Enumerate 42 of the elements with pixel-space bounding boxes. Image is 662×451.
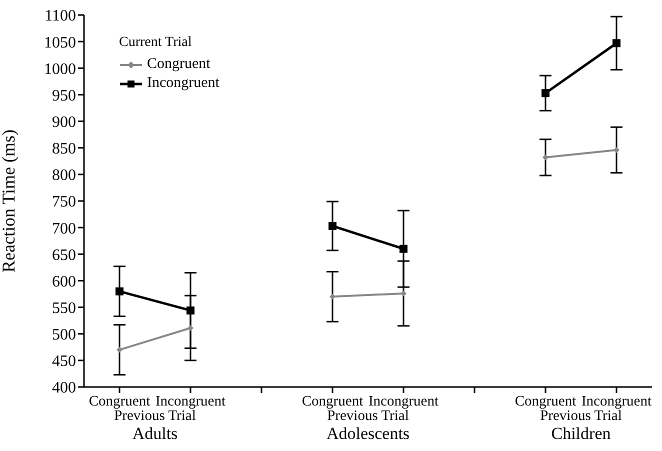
y-tick-label: 950	[52, 87, 76, 104]
y-tick-label: 1100	[44, 8, 76, 25]
y-tick-label: 700	[52, 220, 76, 238]
y-tick-label: 500	[52, 326, 76, 344]
x-tick-label: Congruent	[514, 393, 576, 410]
y-tick-label: 850	[52, 140, 76, 158]
y-axis-title: Reaction Time (ms)	[0, 129, 18, 272]
text: Adults	[131, 424, 179, 443]
point	[542, 154, 548, 160]
point	[116, 346, 122, 353]
y-tick-label: 650	[52, 246, 76, 264]
text: Adolescents	[325, 424, 411, 443]
point	[188, 325, 194, 332]
y-tick-label: 450	[52, 353, 76, 370]
point	[400, 244, 408, 253]
text: Previous Trial	[114, 408, 196, 425]
point	[328, 222, 336, 230]
text: Children	[550, 424, 612, 443]
y-tick-label: 400	[52, 380, 76, 397]
y-tick-label: 550	[52, 300, 76, 317]
point	[542, 89, 550, 98]
point	[612, 39, 620, 48]
text: Previous Trial	[327, 408, 409, 425]
x-tick-label: Incongruent	[155, 393, 226, 410]
y-tick-label: 800	[52, 167, 76, 184]
point	[400, 290, 406, 296]
x-tick-label: Congruent	[88, 393, 150, 410]
y-tick-label: 1050	[44, 34, 76, 52]
legend-label: Incongruent	[146, 74, 220, 93]
legend-label: Congruent	[146, 55, 212, 74]
y-tick-label: 600	[52, 273, 76, 290]
point	[116, 287, 124, 296]
text: Previous Trial	[540, 408, 622, 425]
x-tick-label: Incongruent	[581, 393, 652, 410]
x-tick-label: Incongruent	[368, 393, 439, 410]
x-tick-label: Congruent	[302, 393, 364, 410]
point	[186, 306, 194, 314]
y-tick-label: 750	[52, 194, 76, 211]
y-tick-label: 900	[52, 114, 76, 131]
point	[614, 146, 620, 153]
legend-title: Current Trial	[119, 35, 193, 51]
y-tick-label: 1000	[44, 60, 76, 78]
